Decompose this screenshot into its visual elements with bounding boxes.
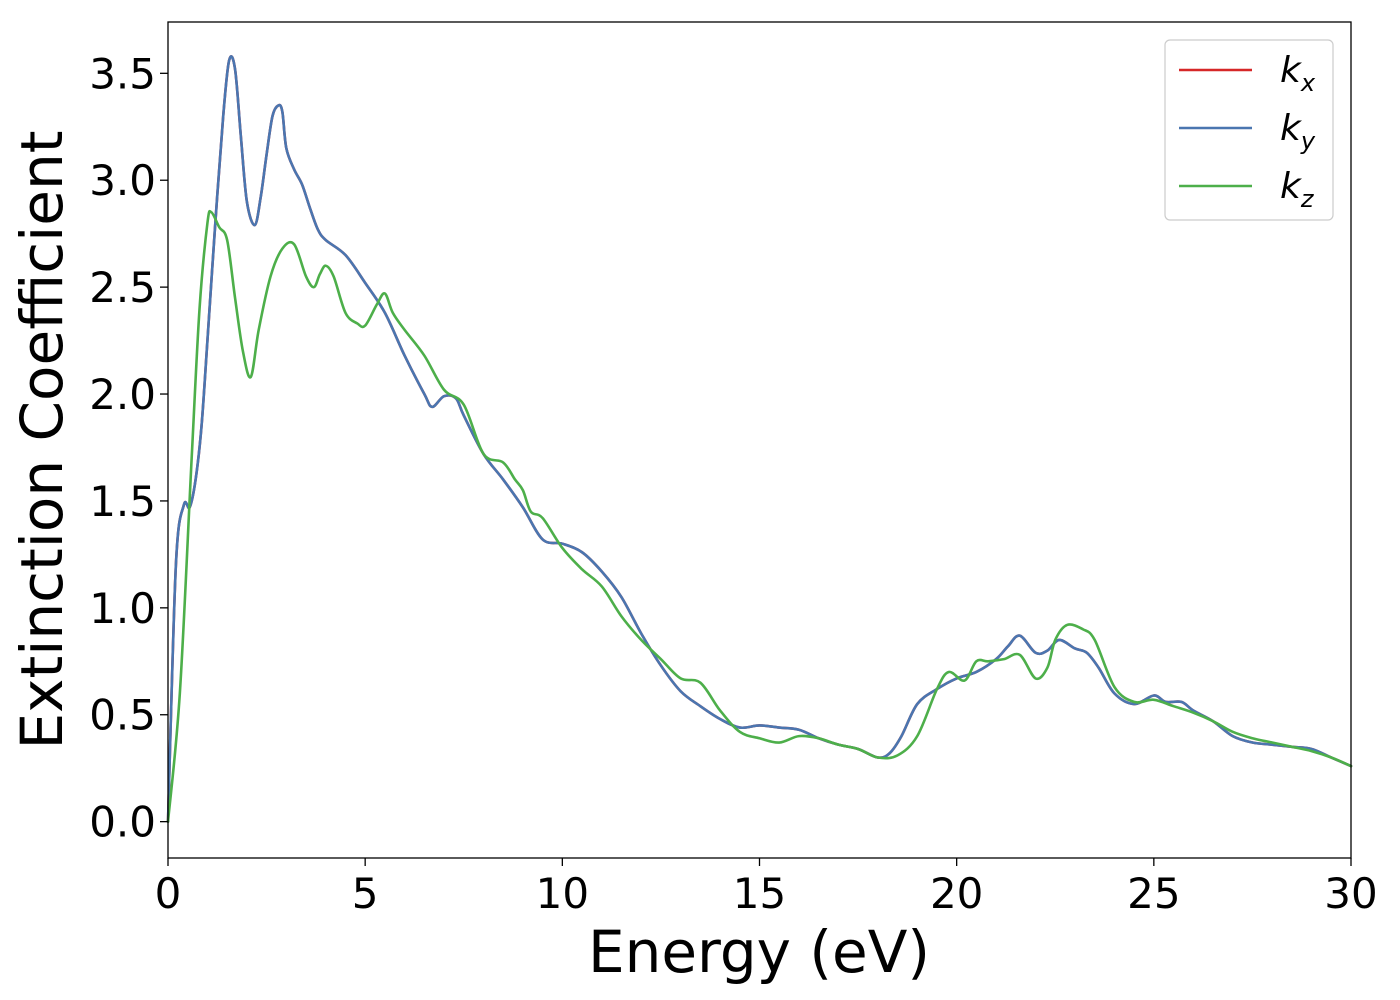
y-tick-label: 3.0 xyxy=(89,156,156,205)
x-axis-label: Energy (eV) xyxy=(588,918,930,986)
y-tick-label: 0.0 xyxy=(89,798,156,847)
y-tick-label: 0.5 xyxy=(89,691,156,740)
y-tick-label: 2.0 xyxy=(89,370,156,419)
x-tick-label: 15 xyxy=(733,869,786,918)
x-tick-label: 25 xyxy=(1127,869,1180,918)
y-tick-label: 2.5 xyxy=(89,263,156,312)
x-tick-label: 30 xyxy=(1324,869,1377,918)
x-tick-label: 0 xyxy=(155,869,182,918)
series-line-kz xyxy=(168,211,1351,822)
y-tick-label: 1.0 xyxy=(89,584,156,633)
x-tick-label: 10 xyxy=(536,869,589,918)
y-axis-label: Extinction Coefficient xyxy=(8,131,76,750)
y-tick-label: 1.5 xyxy=(89,477,156,526)
y-axis: 0.0 0.5 1.0 1.5 2.0 2.5 3.0 3.5 xyxy=(89,49,168,846)
x-axis: 0 5 10 15 20 25 30 xyxy=(155,858,1378,918)
x-tick-label: 5 xyxy=(352,869,379,918)
y-tick-label: 3.5 xyxy=(89,49,156,98)
x-tick-label: 20 xyxy=(930,869,983,918)
